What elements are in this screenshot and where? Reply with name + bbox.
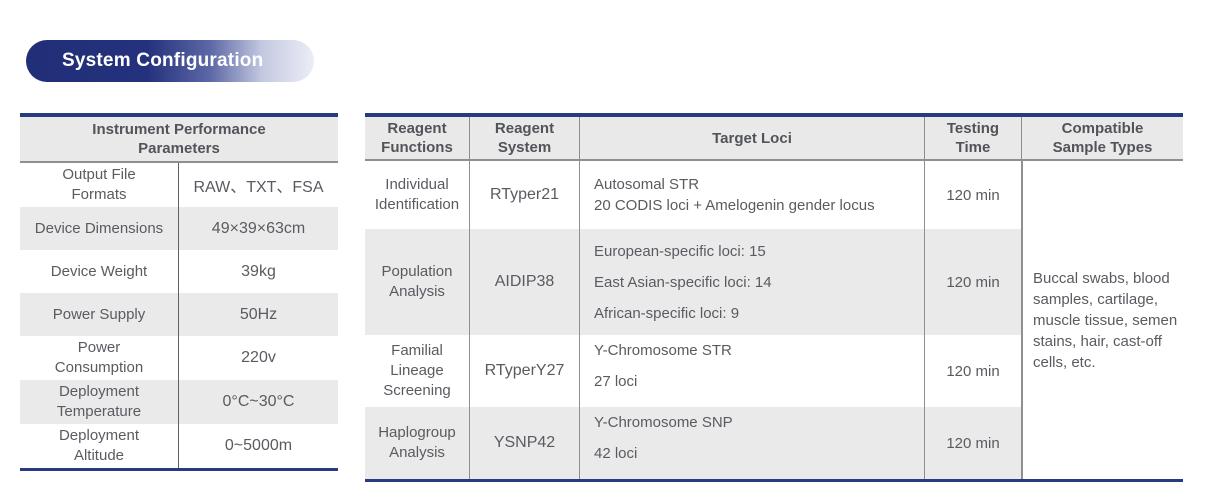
function-line: Individual <box>385 176 449 193</box>
reagent-function-cell: Haplogroup Analysis <box>365 407 470 479</box>
loci-line: European-specific loci: 15 <box>594 242 766 260</box>
instrument-table-title-line1: Instrument Performance <box>92 121 266 138</box>
section-title: System Configuration <box>62 50 264 71</box>
param-value: 220v <box>178 336 338 380</box>
target-loci-cell: Y-Chromosome STR 27 loci <box>580 335 925 407</box>
compatible-sample-types-cell: Buccal swabs, blood samples, cartilage, … <box>1022 161 1183 479</box>
table-row: Individual Identification RTyper21 Autos… <box>365 161 1022 229</box>
reagent-system-cell: RTyper21 <box>470 161 580 229</box>
compatible-sample-types-text: Buccal swabs, blood samples, cartilage, … <box>1033 269 1178 371</box>
instrument-table-body: Output File Formats RAW、TXT、FSA Device D… <box>20 163 338 468</box>
function-line: Identification <box>374 196 460 213</box>
reagent-system-cell: RTyperY27 <box>470 335 580 407</box>
param-label: Power Consumption <box>20 336 178 380</box>
reagent-table-body: Individual Identification RTyper21 Autos… <box>365 161 1183 479</box>
target-loci-cell: Y-Chromosome SNP 42 loci <box>580 407 925 479</box>
param-value: 0°C~30°C <box>178 380 338 424</box>
reagent-system-cell: YSNP42 <box>470 407 580 479</box>
target-loci-cell: Autosomal STR 20 CODIS loci + Amelogenin… <box>580 161 925 229</box>
reagent-function-cell: Familial Lineage Screening <box>365 335 470 407</box>
function-line: Haplogroup <box>378 424 456 441</box>
param-value: 50Hz <box>178 293 338 336</box>
param-label-line: Power <box>77 339 121 356</box>
param-label-line: Deployment <box>58 427 140 444</box>
function-line: Screening <box>383 382 451 399</box>
header-testing-time: Testing Time <box>925 117 1022 159</box>
header-target-loci: Target Loci <box>580 117 925 159</box>
header-reagent-functions: Reagent Functions <box>365 117 470 159</box>
function-line: Analysis <box>389 444 445 461</box>
header-line: Functions <box>381 139 453 156</box>
param-label-line: Device Weight <box>50 262 148 280</box>
loci-line: East Asian-specific loci: 14 <box>594 273 772 291</box>
header-line: Compatible <box>1061 120 1144 137</box>
table-row: Power Supply 50Hz <box>20 293 338 336</box>
header-reagent-system: Reagent System <box>470 117 580 159</box>
testing-time-cell: 120 min <box>925 335 1022 407</box>
reagent-systems-table: Reagent Functions Reagent System Target … <box>365 113 1183 482</box>
param-value: 49×39×63cm <box>178 207 338 250</box>
instrument-performance-table: Instrument Performance Parameters Output… <box>20 113 338 471</box>
param-label: Device Weight <box>20 250 178 293</box>
param-label: Device Dimensions <box>20 207 178 250</box>
function-line: Analysis <box>389 283 445 300</box>
reagent-table-header-row: Reagent Functions Reagent System Target … <box>365 117 1183 161</box>
header-line: Testing <box>946 120 1000 137</box>
header-line: Reagent <box>494 120 555 137</box>
loci-line: African-specific loci: 9 <box>594 304 740 322</box>
table-row: Deployment Temperature 0°C~30°C <box>20 380 338 424</box>
table-row: Haplogroup Analysis YSNP42 Y-Chromosome … <box>365 407 1022 479</box>
param-value: 0~5000m <box>178 424 338 468</box>
header-compatible-sample-types: Compatible Sample Types <box>1022 117 1183 159</box>
loci-line: 20 CODIS loci + Amelogenin gender locus <box>594 197 875 214</box>
param-label-line: Power Supply <box>52 305 146 323</box>
header-line: Reagent <box>387 120 447 137</box>
param-label-line: Formats <box>71 186 127 203</box>
testing-time-cell: 120 min <box>925 229 1022 335</box>
param-label: Power Supply <box>20 293 178 336</box>
param-value: RAW、TXT、FSA <box>178 163 338 207</box>
loci-line: 42 loci <box>594 445 638 462</box>
header-line: Sample Types <box>1052 139 1153 156</box>
target-loci-cell: European-specific loci: 15 East Asian-sp… <box>580 229 925 335</box>
table-row: Device Dimensions 49×39×63cm <box>20 207 338 250</box>
reagent-system-cell: AIDIP38 <box>470 229 580 335</box>
header-line: Time <box>955 139 991 156</box>
function-line: Lineage <box>390 362 444 379</box>
header-line: Target Loci <box>712 129 792 147</box>
header-line: System <box>497 139 552 156</box>
param-value: 39kg <box>178 250 338 293</box>
table-row: Power Consumption 220v <box>20 336 338 380</box>
loci-line: Y-Chromosome STR <box>594 342 732 359</box>
param-label: Deployment Temperature <box>20 380 178 424</box>
loci-line: Autosomal STR <box>594 176 700 193</box>
param-label-line: Consumption <box>54 359 144 376</box>
reagent-function-cell: Population Analysis <box>365 229 470 335</box>
param-label: Output File Formats <box>20 163 178 207</box>
param-label-line: Deployment <box>58 383 140 400</box>
reagent-function-cell: Individual Identification <box>365 161 470 229</box>
param-label-line: Device Dimensions <box>34 219 164 237</box>
table-row: Output File Formats RAW、TXT、FSA <box>20 163 338 207</box>
loci-line: Y-Chromosome SNP <box>594 414 733 431</box>
function-line: Familial <box>391 342 443 359</box>
testing-time-cell: 120 min <box>925 407 1022 479</box>
param-label-line: Output File <box>62 166 136 183</box>
instrument-table-header: Instrument Performance Parameters <box>20 117 338 163</box>
table-row: Deployment Altitude 0~5000m <box>20 424 338 468</box>
table-row: Familial Lineage Screening RTyperY27 Y-C… <box>365 335 1022 407</box>
param-label-line: Altitude <box>73 447 125 464</box>
reagent-table-rows: Individual Identification RTyper21 Autos… <box>365 161 1022 479</box>
table-row: Device Weight 39kg <box>20 250 338 293</box>
testing-time-cell: 120 min <box>925 161 1022 229</box>
param-label-line: Temperature <box>56 403 142 420</box>
instrument-table-title-line2: Parameters <box>138 140 220 157</box>
section-title-badge: System Configuration <box>26 40 314 82</box>
function-line: Population <box>381 263 453 280</box>
loci-line: 27 loci <box>594 373 638 390</box>
table-row: Population Analysis AIDIP38 European-spe… <box>365 229 1022 335</box>
param-label: Deployment Altitude <box>20 424 178 468</box>
